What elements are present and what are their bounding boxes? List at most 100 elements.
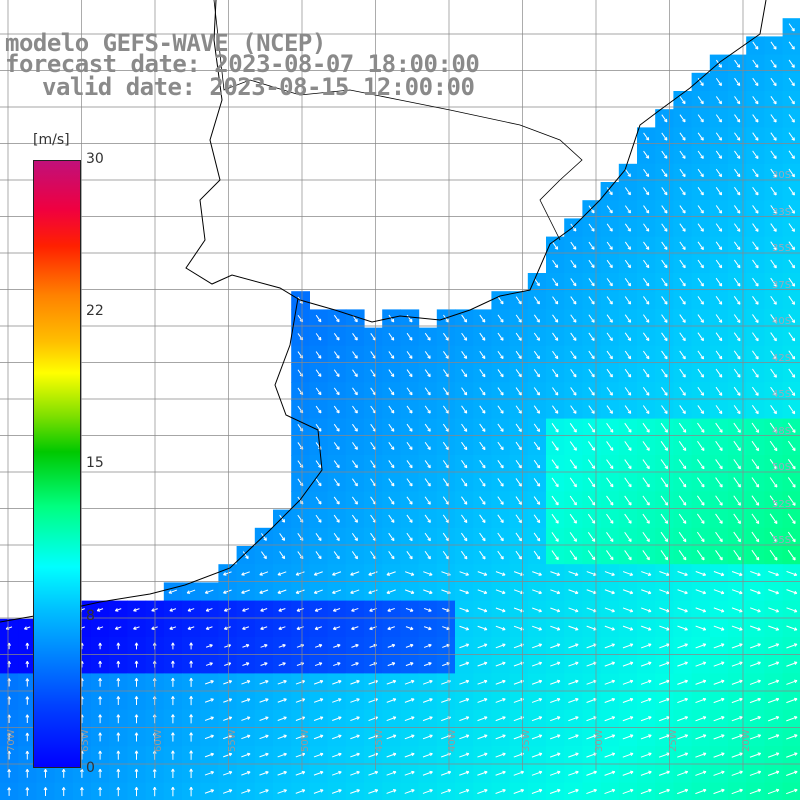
wind-arrow bbox=[588, 241, 595, 250]
wind-arrow bbox=[350, 753, 360, 758]
wind-arrow bbox=[388, 532, 395, 541]
wind-arrow bbox=[531, 771, 543, 776]
wind-arrow bbox=[570, 223, 577, 232]
wind-arrow bbox=[587, 513, 596, 524]
wind-arrow bbox=[424, 496, 431, 505]
wind-arrow bbox=[624, 223, 631, 232]
wind-arrow bbox=[205, 644, 213, 648]
wind-arrow-head bbox=[171, 750, 174, 754]
wind-arrow bbox=[241, 589, 250, 594]
wind-arrow bbox=[386, 734, 397, 740]
wind-arrow bbox=[497, 459, 504, 469]
wind-arrow bbox=[715, 150, 722, 159]
wind-arrow bbox=[622, 589, 633, 594]
wind-arrow bbox=[622, 716, 634, 722]
wind-arrow bbox=[315, 496, 322, 505]
wind-arrow bbox=[661, 259, 668, 269]
wind-arrow-head bbox=[612, 572, 615, 576]
wind-arrow bbox=[533, 314, 540, 323]
wind-arrow bbox=[713, 571, 725, 576]
wind-arrow bbox=[315, 551, 322, 560]
wind-arrow-head bbox=[429, 572, 433, 576]
wind-arrow bbox=[259, 571, 269, 576]
wind-arrow bbox=[713, 643, 725, 649]
wind-arrow bbox=[332, 589, 342, 594]
wind-arrow bbox=[695, 625, 706, 631]
wind-arrow bbox=[568, 662, 579, 667]
wind-arrow-head bbox=[152, 786, 156, 791]
wind-arrow bbox=[586, 571, 597, 576]
wind-arrow bbox=[315, 460, 322, 468]
wind-arrow bbox=[661, 332, 668, 341]
wind-arrow bbox=[370, 332, 376, 341]
wind-arrow bbox=[586, 680, 597, 685]
wind-arrow-head bbox=[152, 714, 156, 718]
wind-arrow bbox=[296, 644, 304, 648]
map-title-valid-date: valid date: 2023-08-15 12:00:00 bbox=[42, 73, 475, 101]
wind-arrow-head bbox=[666, 608, 670, 612]
wind-arrow bbox=[604, 680, 615, 685]
wind-arrow bbox=[604, 589, 615, 594]
wind-arrow bbox=[552, 350, 559, 359]
wind-arrow bbox=[641, 589, 652, 594]
wind-arrow bbox=[697, 77, 704, 86]
wind-arrow bbox=[204, 771, 214, 776]
wind-arrow bbox=[788, 41, 795, 50]
wind-arrow bbox=[115, 626, 122, 630]
wind-arrow bbox=[422, 771, 433, 776]
wind-arrow bbox=[569, 550, 577, 560]
wind-arrow bbox=[169, 608, 177, 612]
wind-arrow bbox=[752, 314, 759, 323]
wind-arrow bbox=[642, 350, 650, 360]
wind-arrow bbox=[279, 533, 285, 541]
wind-arrow bbox=[368, 753, 378, 758]
wind-arrow bbox=[786, 570, 798, 576]
wind-arrow bbox=[713, 734, 725, 740]
wind-arrow bbox=[549, 753, 561, 758]
wind-arrow bbox=[788, 241, 795, 250]
wind-arrow bbox=[513, 789, 524, 794]
wind-arrow bbox=[788, 186, 795, 196]
wind-arrow bbox=[715, 368, 723, 378]
wind-arrow bbox=[495, 571, 506, 576]
wind-arrow-head bbox=[134, 786, 137, 791]
wind-arrow bbox=[734, 59, 741, 68]
wind-arrow bbox=[442, 644, 450, 648]
wind-arrow bbox=[423, 607, 432, 612]
wind-arrow bbox=[660, 477, 668, 488]
wind-arrow bbox=[677, 789, 688, 795]
wind-arrow bbox=[770, 150, 777, 159]
wind-arrow bbox=[169, 626, 177, 630]
wind-arrow bbox=[786, 661, 798, 667]
wind-arrow bbox=[515, 550, 522, 560]
wind-arrow bbox=[551, 441, 559, 451]
wind-arrow bbox=[422, 680, 433, 685]
wind-arrow bbox=[331, 771, 342, 776]
wind-arrow bbox=[513, 698, 524, 703]
wind-arrow bbox=[660, 459, 668, 469]
wind-arrow bbox=[643, 241, 650, 250]
wind-arrow bbox=[715, 132, 722, 141]
wind-arrow bbox=[515, 405, 522, 414]
wind-arrow bbox=[769, 459, 778, 470]
wind-arrow bbox=[715, 422, 723, 433]
wind-arrow bbox=[533, 441, 541, 451]
wind-arrow bbox=[513, 680, 524, 685]
wind-arrow bbox=[750, 607, 761, 613]
wind-arrow bbox=[479, 423, 486, 432]
colorbar bbox=[33, 160, 81, 768]
wind-arrow bbox=[424, 405, 431, 414]
wind-arrow bbox=[661, 296, 668, 305]
wind-arrow bbox=[205, 589, 214, 594]
wind-arrow-head bbox=[666, 590, 670, 594]
wind-arrow bbox=[731, 661, 743, 667]
wind-arrow-head bbox=[739, 627, 743, 631]
wind-arrow bbox=[315, 314, 322, 323]
wind-arrow bbox=[770, 405, 777, 414]
wind-arrow-head bbox=[557, 608, 561, 612]
wind-arrow-head bbox=[776, 608, 780, 612]
wind-arrow bbox=[241, 753, 251, 758]
wind-arrow-head bbox=[484, 608, 488, 612]
wind-arrow-head bbox=[484, 590, 488, 594]
wind-arrow bbox=[642, 314, 650, 323]
